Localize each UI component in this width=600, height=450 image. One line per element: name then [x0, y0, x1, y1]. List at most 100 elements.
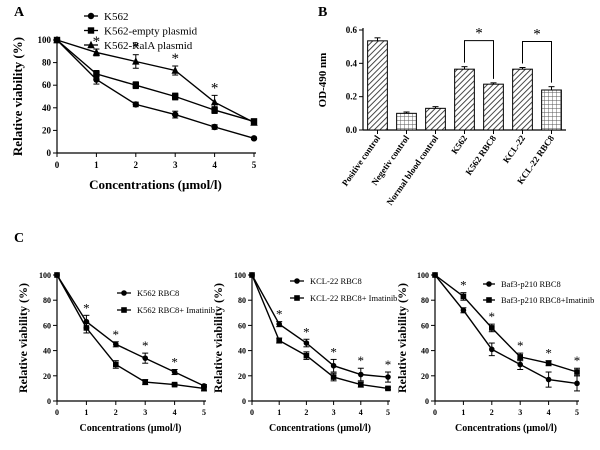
bar [396, 112, 417, 131]
y-tick-label: 0 [47, 148, 52, 158]
data-point [249, 272, 255, 278]
legend-label: K562 RBC8+ Imatinib [137, 305, 215, 315]
x-axis-label: Concentrations (μmol/l) [79, 423, 181, 434]
data-point [489, 325, 495, 331]
legend-marker [121, 307, 127, 313]
category-label: KCL-22 [501, 133, 528, 165]
legend-marker [87, 40, 95, 49]
data-point [574, 380, 580, 387]
x-tick-label: 1 [94, 160, 99, 170]
significance-star: * [171, 355, 178, 370]
data-point [545, 376, 552, 383]
y-tick-label: 100 [234, 271, 246, 280]
legend-label: K562 [104, 11, 128, 23]
data-point [330, 374, 337, 380]
y-tick-label: 100 [38, 35, 52, 45]
data-point [385, 385, 391, 392]
data-point [171, 381, 178, 388]
y-tick-label: 60 [43, 321, 51, 330]
data-point [330, 362, 337, 369]
series-line-2 [434, 274, 578, 373]
x-tick-label: 3 [173, 160, 178, 170]
y-tick-label: 40 [238, 347, 246, 356]
bar [367, 40, 388, 131]
x-tick-label: 0 [55, 160, 60, 170]
category-label: Normal blood control [384, 133, 440, 207]
data-point [132, 57, 140, 65]
significance-star: * [142, 338, 149, 353]
data-point [201, 385, 207, 392]
series-line-1 [56, 39, 255, 139]
significance-star: * [330, 344, 337, 359]
y-axis-label: Relative viability (%) [16, 283, 30, 393]
panel-label-A: A [14, 5, 25, 20]
y-tick-label: 20 [421, 372, 429, 381]
y-tick-label: 60 [238, 321, 246, 330]
y-tick-label: 0.2 [346, 92, 358, 102]
data-point [53, 35, 61, 44]
data-point [113, 361, 119, 368]
significance-star: * [533, 27, 541, 43]
panel-label-C: C [14, 231, 24, 246]
data-point [93, 76, 100, 83]
x-tick-label: 1 [461, 408, 465, 417]
data-point [92, 48, 101, 56]
series-line-2 [56, 39, 255, 123]
data-point [545, 360, 552, 366]
y-axis-label: Relative viability (%) [395, 283, 409, 393]
significance-star: * [93, 34, 101, 50]
x-axis-label: Concentrations (μmol/l) [89, 177, 222, 192]
legend-label: K562 RBC8 [137, 288, 179, 298]
y-tick-label: 0.6 [346, 25, 358, 35]
bar [425, 107, 446, 131]
significance-star: * [83, 300, 90, 315]
y-tick-label: 40 [42, 103, 52, 113]
x-tick-label: 0 [250, 408, 254, 417]
y-tick-label: 0 [47, 397, 51, 406]
legend-marker [294, 278, 300, 284]
y-tick-label: 100 [39, 271, 51, 280]
y-tick-label: 80 [421, 296, 429, 305]
legend-label: KCL-22 RBC8+ Imatinib [310, 293, 397, 303]
x-tick-label: 2 [490, 408, 494, 417]
data-point [489, 346, 495, 353]
y-tick-label: 0.4 [346, 58, 358, 68]
data-point [132, 82, 139, 89]
chart-C2: 0 20 40 60 80 100 0 1 2 3 4 5 Concentrations (μmol/l… [211, 271, 397, 434]
y-tick-label: 100 [417, 271, 429, 280]
data-point [250, 118, 258, 126]
significance-star: * [171, 51, 179, 67]
y-tick-label: 60 [42, 80, 52, 90]
y-tick-label: 20 [42, 125, 52, 135]
data-point [142, 379, 148, 385]
data-point [171, 369, 178, 375]
series-line-3 [56, 39, 255, 124]
data-point [83, 325, 90, 331]
data-point [574, 369, 580, 375]
x-tick-label: 5 [575, 408, 579, 417]
data-point [460, 307, 467, 314]
data-point [303, 352, 310, 359]
panel-label-B: B [318, 5, 327, 20]
data-point [113, 341, 119, 348]
x-axis-label: Concentrations (μmol/l) [455, 423, 557, 434]
data-point [172, 111, 179, 118]
data-point [517, 361, 523, 368]
y-tick-label: 20 [43, 372, 51, 381]
data-point [432, 272, 438, 278]
significance-bracket [522, 41, 552, 83]
y-tick-label: 0 [242, 397, 246, 406]
data-point [171, 66, 179, 74]
legend-marker [87, 12, 95, 20]
legend-marker [486, 297, 492, 303]
y-tick-label: 20 [238, 372, 246, 381]
data-point [303, 340, 310, 346]
significance-star: * [460, 278, 467, 293]
legend-marker [486, 281, 492, 287]
x-tick-label: 5 [386, 408, 390, 417]
data-point [250, 135, 258, 142]
data-point [210, 97, 219, 106]
significance-star: * [489, 309, 496, 324]
